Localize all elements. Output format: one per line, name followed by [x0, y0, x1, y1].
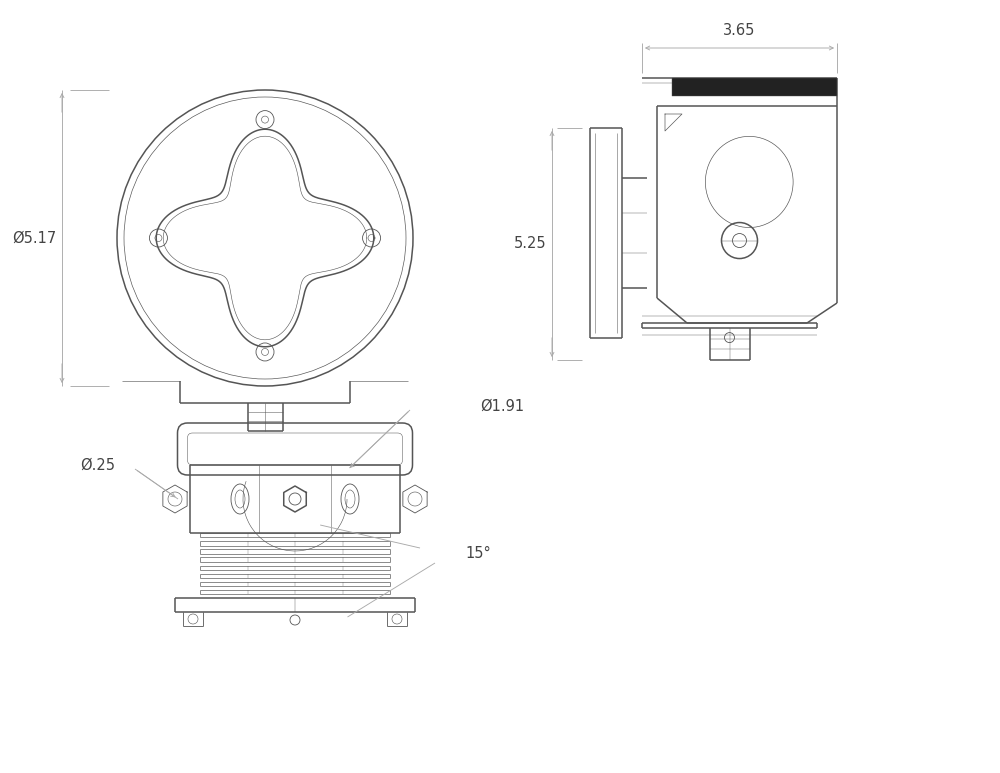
Text: Ø5.17: Ø5.17: [12, 230, 56, 246]
Bar: [672, 78, 837, 96]
Text: 15°: 15°: [465, 546, 491, 560]
Text: Ø1.91: Ø1.91: [480, 399, 524, 414]
Text: 3.65: 3.65: [723, 23, 756, 38]
Text: Ø.25: Ø.25: [80, 458, 115, 472]
Text: 5.25: 5.25: [513, 237, 546, 251]
